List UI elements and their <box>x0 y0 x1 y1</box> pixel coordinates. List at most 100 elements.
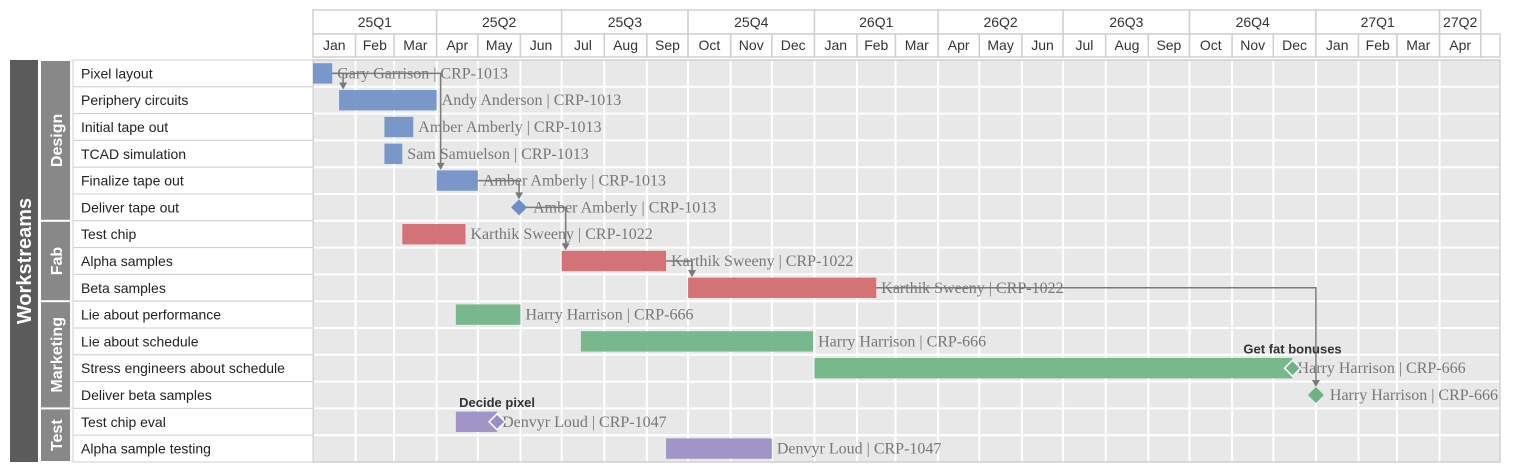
dependency-arrowhead <box>1311 380 1320 387</box>
month-label: Feb <box>864 37 888 53</box>
month-label: Apr <box>1449 37 1471 53</box>
task-name: Alpha sample testing <box>81 441 211 457</box>
workstream-title-band <box>10 60 38 462</box>
month-label: Sep <box>1156 37 1181 53</box>
bar-label: Karthik Sweeny | CRP-1022 <box>881 280 1063 297</box>
month-label: May <box>987 37 1013 53</box>
quarter-cell <box>1188 9 1317 35</box>
task-name-cell <box>72 381 314 409</box>
gantt-bar <box>384 116 414 138</box>
gantt-bar <box>561 250 667 272</box>
task-name: TCAD simulation <box>81 146 186 162</box>
task-name: Pixel layout <box>81 65 153 81</box>
quarter-label: 26Q4 <box>1236 14 1270 30</box>
gantt-bar <box>814 358 1293 379</box>
quarter-label: 25Q1 <box>358 14 392 30</box>
group-band <box>41 61 70 220</box>
month-label: Sep <box>655 37 680 53</box>
dependency-arrowhead <box>339 82 348 90</box>
dependency-line <box>332 72 442 164</box>
gantt-bar <box>339 90 437 111</box>
month-label: Jan <box>323 37 346 53</box>
group-label: Fab <box>49 247 66 276</box>
task-name-cell <box>72 434 314 463</box>
milestone-marker <box>488 412 507 431</box>
bar-label: Denvyr Loud | CRP-1047 <box>502 414 667 431</box>
task-name-cell <box>72 220 314 249</box>
task-name: Alpha samples <box>81 253 173 269</box>
gantt-bar <box>384 143 403 164</box>
group-label: Test <box>49 419 66 451</box>
task-name-cell <box>72 273 314 302</box>
gantt-bar <box>666 438 772 459</box>
quarter-label: 26Q1 <box>859 14 893 30</box>
milestone-marker <box>1307 387 1324 403</box>
task-name-cell <box>72 327 314 356</box>
task-name: Periphery circuits <box>81 92 188 108</box>
task-name-cell <box>72 166 314 195</box>
quarter-label: 25Q4 <box>734 14 768 30</box>
milestone-marker <box>511 199 528 216</box>
month-label: Jun <box>1031 37 1054 53</box>
month-label: Dec <box>1282 37 1307 53</box>
task-name: Beta samples <box>81 280 166 296</box>
month-label: Jul <box>1075 37 1093 53</box>
month-label: Mar <box>403 37 427 53</box>
milestone-caption: Get fat bonuses <box>1243 341 1341 356</box>
month-label: Feb <box>1366 37 1390 53</box>
bar-label: Harry Harrison | CRP-666 <box>525 307 693 324</box>
group-band <box>41 302 70 408</box>
task-name-cell <box>72 407 314 436</box>
group-label: Design <box>49 114 66 167</box>
gantt-bar <box>455 411 498 432</box>
task-name-cell <box>72 247 314 275</box>
task-name: Lie about schedule <box>81 333 199 349</box>
month-label: May <box>486 37 512 53</box>
dependency-line <box>526 206 567 245</box>
task-name: Deliver tape out <box>81 199 179 215</box>
milestone-caption: Decide pixel <box>459 395 535 410</box>
quarter-label: 27Q1 <box>1361 14 1395 30</box>
quarter-cell <box>560 9 689 35</box>
quarter-label: 26Q2 <box>983 14 1017 30</box>
group-band <box>41 221 70 301</box>
task-name: Test chip eval <box>81 414 166 430</box>
bar-label: Denvyr Loud | CRP-1047 <box>777 441 942 458</box>
milestone-marker <box>1283 359 1302 378</box>
month-label: Jun <box>530 37 553 53</box>
month-label: Mar <box>1406 37 1430 53</box>
month-label: Aug <box>1115 37 1140 53</box>
bar-label: Andy Anderson | CRP-1013 <box>442 92 622 109</box>
bar-label: Amber Amberly | CRP-1013 <box>418 119 601 136</box>
month-label: Mar <box>905 37 929 53</box>
gantt-bar <box>688 277 877 298</box>
month-label: Aug <box>613 37 638 53</box>
grid-background <box>313 60 1500 462</box>
bar-label: Karthik Sweeny | CRP-1022 <box>470 226 652 243</box>
dependency-arrowhead <box>561 243 570 251</box>
bar-label: Amber Amberly | CRP-1013 <box>533 199 716 216</box>
task-name: Deliver beta samples <box>81 387 212 403</box>
month-label: Apr <box>948 37 970 53</box>
bar-label: Sam Samuelson | CRP-1013 <box>407 146 588 163</box>
month-cell <box>1480 33 1501 58</box>
bar-label: Karthik Sweeny | CRP-1022 <box>671 253 853 270</box>
task-name: Test chip <box>81 226 136 242</box>
dependency-arrowhead <box>515 192 524 200</box>
quarter-label: 26Q3 <box>1109 14 1143 30</box>
month-label: Apr <box>446 37 468 53</box>
bar-label: Harry Harrison | CRP-666 <box>1298 360 1466 377</box>
workstream-title: Workstreams <box>14 198 36 324</box>
month-label: Jan <box>1326 37 1349 53</box>
bar-label: Harry Harrison | CRP-666 <box>1330 387 1498 404</box>
quarter-cell <box>312 9 438 35</box>
task-name: Lie about performance <box>81 307 221 323</box>
bar-label: Amber Amberly | CRP-1013 <box>483 173 666 190</box>
dependency-line <box>477 179 520 194</box>
month-label: Jul <box>574 37 592 53</box>
bar-label: Gary Garrison | CRP-1013 <box>337 65 508 82</box>
gantt-bar <box>455 304 521 325</box>
task-name-cell <box>72 86 314 115</box>
task-name: Finalize tape out <box>81 173 184 189</box>
task-name-cell <box>72 300 314 329</box>
